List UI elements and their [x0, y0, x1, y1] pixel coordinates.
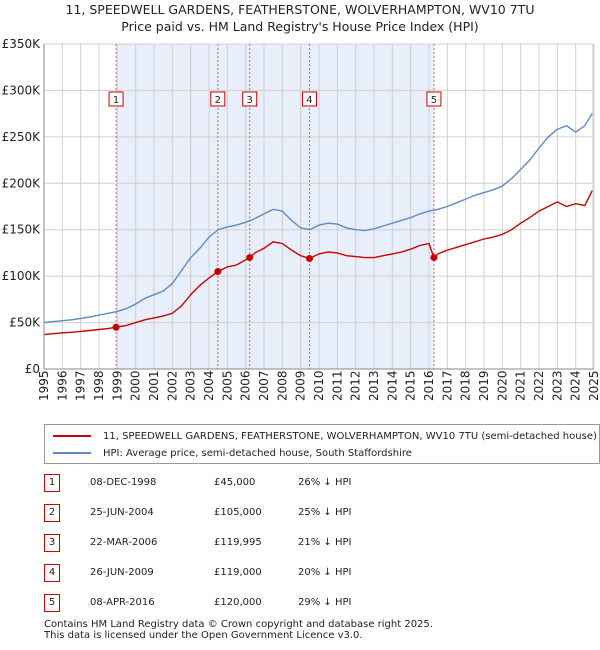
- transaction-price: £45,000: [214, 477, 256, 488]
- x-tick-label: 2006: [239, 370, 253, 401]
- x-tick-label: 2013: [367, 370, 381, 401]
- transaction-hpi-diff: 26% ↓ HPI: [298, 477, 352, 488]
- transaction-number: 2: [44, 504, 60, 522]
- transaction-price: £119,000: [214, 567, 262, 578]
- ownership-band: [309, 44, 434, 369]
- transaction-hpi-diff: 21% ↓ HPI: [298, 537, 352, 548]
- sale-point: [112, 323, 120, 331]
- x-tick-label: 1995: [37, 370, 51, 401]
- legend-label-price-paid: 11, SPEEDWELL GARDENS, FEATHERSTONE, WOL…: [103, 430, 597, 442]
- transaction-label-box: [242, 91, 258, 107]
- transaction-label: 4: [306, 95, 312, 106]
- price-chart: £0 £50K £100K £150K £200K £250K £300K £350K 1995…: [2, 37, 600, 401]
- x-tick-label: 2010: [312, 370, 326, 401]
- transaction-price: £120,000: [214, 597, 262, 608]
- x-tick-label: 1996: [55, 370, 69, 401]
- x-tick-label: 2015: [404, 370, 418, 401]
- transaction-date: 08-APR-2016: [90, 597, 155, 608]
- transaction-number: 3: [44, 534, 60, 552]
- table-row: 5 08-APR-2016 £120,000 29% ↓ HPI: [0, 594, 600, 614]
- y-tick-label: £100K: [2, 269, 42, 283]
- y-tick-label: £0: [25, 362, 40, 376]
- x-tick-label: 1999: [110, 370, 124, 401]
- x-tick-label: 2021: [514, 370, 528, 401]
- transaction-label: 5: [431, 95, 437, 106]
- transaction-price: £119,995: [214, 537, 262, 548]
- x-tick-label: 2007: [257, 370, 271, 401]
- attribution-footer: Contains HM Land Registry data © Crown c…: [44, 619, 433, 641]
- ownership-band: [249, 44, 310, 369]
- transaction-hpi-diff: 25% ↓ HPI: [298, 507, 352, 518]
- x-tick-label: 2014: [385, 370, 399, 401]
- legend-label-hpi: HPI: Average price, semi-detached house,…: [103, 447, 412, 459]
- transaction-label-box: [301, 91, 317, 107]
- x-tick-label: 2019: [477, 370, 491, 401]
- chart-title: 11, SPEEDWELL GARDENS, FEATHERSTONE, WOL…: [0, 0, 600, 35]
- transaction-hpi-diff: 29% ↓ HPI: [298, 597, 352, 608]
- x-tick-label: 2020: [495, 370, 509, 401]
- x-tick-label: 2023: [550, 370, 564, 401]
- x-tick-label: 2004: [202, 370, 216, 401]
- chart-legend: 11, SPEEDWELL GARDENS, FEATHERSTONE, WOL…: [44, 424, 600, 464]
- x-tick-label: 2024: [569, 370, 583, 401]
- y-tick-label: £50K: [9, 316, 41, 330]
- footer-line-2: This data is licensed under the Open Gov…: [44, 630, 363, 641]
- x-tick-label: 2025: [587, 370, 600, 401]
- transaction-date: 08-DEC-1998: [90, 477, 157, 488]
- sale-point: [305, 255, 313, 262]
- title-line-1: 11, SPEEDWELL GARDENS, FEATHERSTONE, WOL…: [65, 2, 535, 17]
- y-tick-label: £300K: [2, 83, 42, 97]
- hpi-line: [43, 113, 593, 324]
- y-tick-label: £350K: [2, 37, 42, 51]
- table-row: 3 22-MAR-2006 £119,995 21% ↓ HPI: [0, 534, 600, 554]
- price-paid-line: [43, 190, 593, 336]
- footer-line-1: Contains HM Land Registry data © Crown c…: [44, 619, 433, 630]
- transaction-price: £105,000: [214, 507, 262, 518]
- ownership-band: [116, 44, 218, 369]
- sale-point: [430, 254, 438, 262]
- x-tick-label: 1997: [74, 370, 88, 401]
- table-row: 1 08-DEC-1998 £45,000 26% ↓ HPI: [0, 474, 600, 494]
- transaction-date: 25-JUN-2004: [90, 507, 154, 518]
- transaction-number: 4: [44, 564, 60, 582]
- future-hatch: [592, 44, 594, 369]
- title-line-2: Price paid vs. HM Land Registry's House …: [121, 19, 479, 34]
- y-tick-label: £150K: [2, 223, 42, 237]
- x-tick-label: 2008: [275, 370, 289, 401]
- sale-point: [214, 268, 222, 275]
- x-tick-label: 2000: [129, 370, 143, 401]
- x-tick-label: 2003: [184, 370, 198, 401]
- table-row: 4 26-JUN-2009 £119,000 20% ↓ HPI: [0, 564, 600, 584]
- x-tick-label: 2017: [440, 370, 454, 401]
- x-tick-label: 2012: [349, 370, 363, 401]
- transaction-hpi-diff: 20% ↓ HPI: [298, 567, 352, 578]
- transaction-label-box: [426, 91, 442, 107]
- sale-point: [246, 254, 254, 262]
- transaction-label: 3: [247, 95, 253, 106]
- transaction-number: 1: [44, 474, 60, 492]
- legend-swatch-blue: [53, 452, 91, 454]
- transaction-label-box: [108, 91, 124, 107]
- x-tick-label: 2001: [147, 370, 161, 401]
- x-tick-label: 2009: [294, 370, 308, 401]
- y-tick-label: £200K: [2, 176, 42, 190]
- transaction-label: 2: [215, 95, 221, 106]
- x-tick-label: 2011: [330, 370, 344, 401]
- legend-item-hpi: HPI: Average price, semi-detached house,…: [53, 445, 412, 461]
- transaction-label: 1: [113, 95, 119, 106]
- transaction-date: 22-MAR-2006: [90, 537, 158, 548]
- x-tick-label: 2002: [165, 370, 179, 401]
- x-tick-label: 2018: [459, 370, 473, 401]
- x-tick-label: 2016: [422, 370, 436, 401]
- legend-swatch-red: [53, 435, 91, 437]
- y-tick-label: £250K: [2, 130, 42, 144]
- transaction-label-box: [210, 91, 226, 107]
- x-tick-label: 1998: [92, 370, 106, 401]
- x-tick-label: 2022: [532, 370, 546, 401]
- x-tick-label: 2005: [220, 370, 234, 401]
- transaction-date: 26-JUN-2009: [90, 567, 154, 578]
- transaction-number: 5: [44, 594, 60, 612]
- legend-item-price-paid: 11, SPEEDWELL GARDENS, FEATHERSTONE, WOL…: [53, 428, 597, 444]
- table-row: 2 25-JUN-2004 £105,000 25% ↓ HPI: [0, 504, 600, 524]
